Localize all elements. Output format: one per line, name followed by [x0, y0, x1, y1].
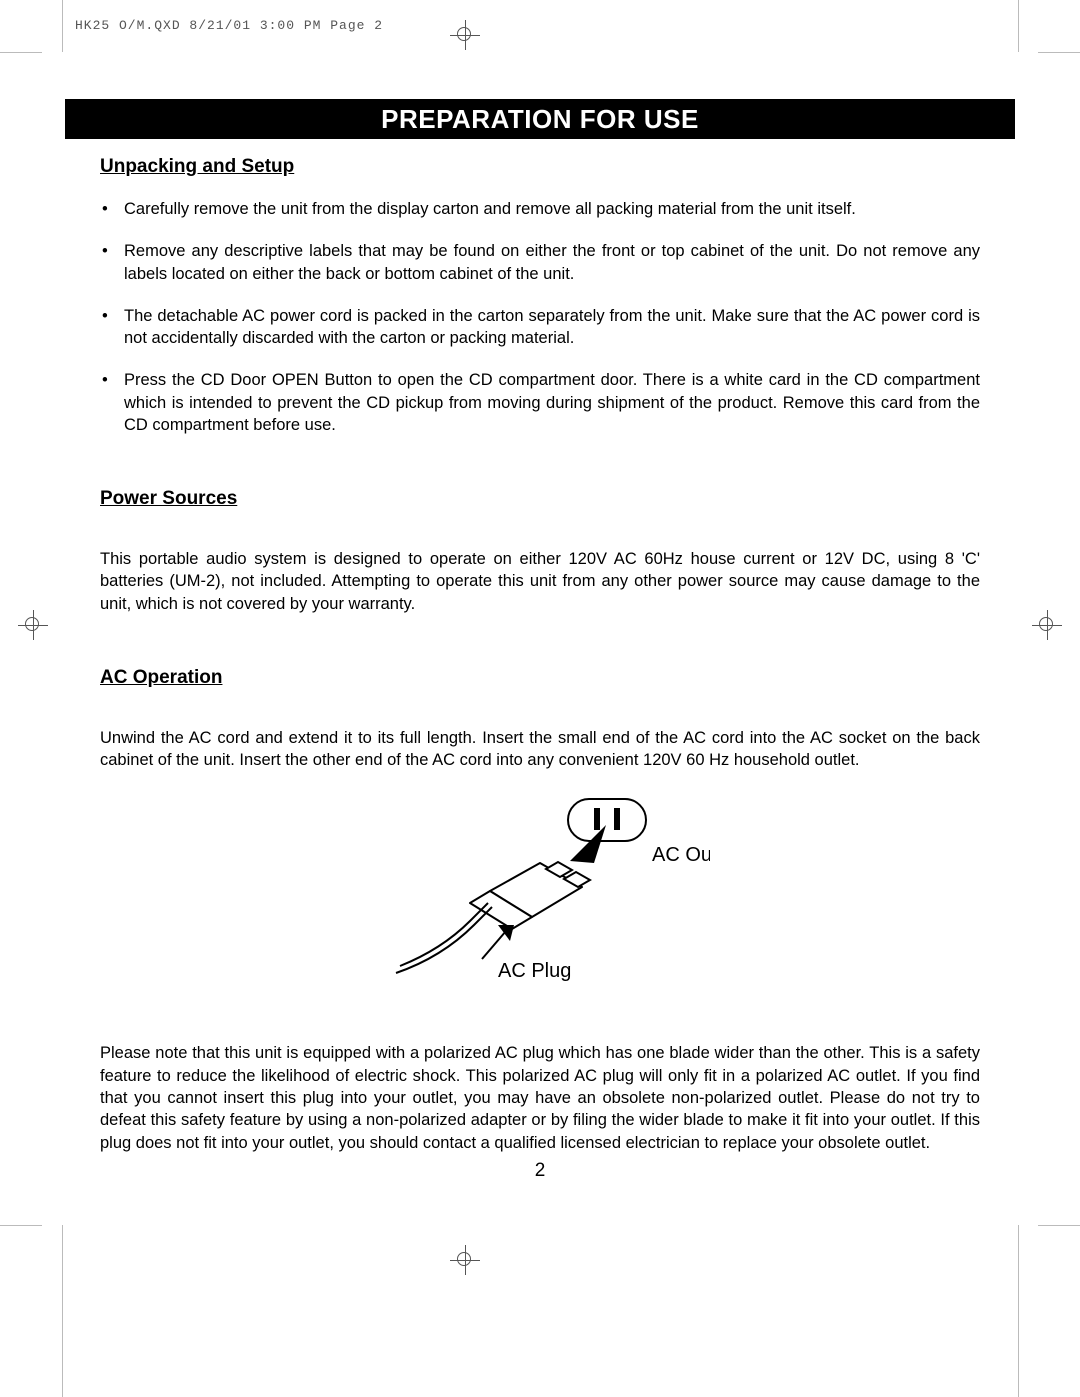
- print-header: HK25 O/M.QXD 8/21/01 3:00 PM Page 2: [75, 18, 383, 33]
- heading-ac-operation: AC Operation: [100, 667, 980, 689]
- cut-line-right-bottom: [1018, 1225, 1019, 1397]
- cut-line-bottom-right: [1038, 1225, 1080, 1226]
- cut-line-top-left: [0, 52, 42, 53]
- unpacking-bullet-1: Carefully remove the unit from the displ…: [124, 198, 980, 220]
- ac-plug-figure: AC Outlet AC Plug: [100, 791, 980, 1016]
- content-area: Unpacking and Setup Carefully remove the…: [100, 150, 980, 1174]
- ac-operation-polarized: Please note that this unit is equipped w…: [100, 1042, 980, 1153]
- unpacking-bullet-2: Remove any descriptive labels that may b…: [124, 240, 980, 285]
- cut-line-top-right: [1038, 52, 1080, 53]
- page-title-bar: PREPARATION FOR USE: [65, 99, 1015, 139]
- page-number: 2: [0, 1160, 1080, 1182]
- registration-mark-right: [1032, 610, 1062, 640]
- registration-mark-left: [18, 610, 48, 640]
- cut-line-left: [62, 0, 63, 52]
- cut-line-right-top: [1018, 0, 1019, 52]
- registration-mark-top: [450, 20, 480, 50]
- figure-label-outlet: AC Outlet: [652, 844, 710, 866]
- power-sources-paragraph: This portable audio system is designed t…: [100, 548, 980, 615]
- cut-line-bottom-left: [0, 1225, 42, 1226]
- ac-operation-intro: Unwind the AC cord and extend it to its …: [100, 727, 980, 772]
- figure-label-plug: AC Plug: [498, 960, 571, 982]
- heading-unpacking: Unpacking and Setup: [100, 156, 980, 178]
- unpacking-bullet-4: Press the CD Door OPEN Button to open th…: [124, 369, 980, 436]
- registration-mark-bottom: [450, 1245, 480, 1275]
- unpacking-bullets: Carefully remove the unit from the displ…: [100, 198, 980, 436]
- cut-line-left-bottom: [62, 1225, 63, 1397]
- unpacking-bullet-3: The detachable AC power cord is packed i…: [124, 305, 980, 350]
- heading-power-sources: Power Sources: [100, 488, 980, 510]
